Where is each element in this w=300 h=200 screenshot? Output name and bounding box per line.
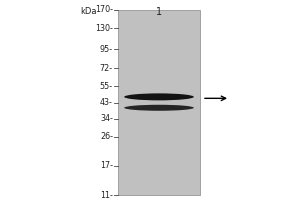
Ellipse shape xyxy=(124,105,194,111)
Text: 11-: 11- xyxy=(100,190,113,200)
Bar xyxy=(118,10,200,195)
Ellipse shape xyxy=(124,93,194,100)
Text: 170-: 170- xyxy=(95,5,113,15)
Text: 95-: 95- xyxy=(100,45,113,54)
Text: 130-: 130- xyxy=(95,24,113,33)
Text: kDa: kDa xyxy=(80,7,97,16)
Text: 72-: 72- xyxy=(100,64,113,73)
Text: 43-: 43- xyxy=(100,98,113,107)
Text: 1: 1 xyxy=(156,7,162,17)
Text: 26-: 26- xyxy=(100,132,113,141)
Text: 34-: 34- xyxy=(100,114,113,123)
Text: 17-: 17- xyxy=(100,161,113,170)
Text: 55-: 55- xyxy=(100,82,113,91)
